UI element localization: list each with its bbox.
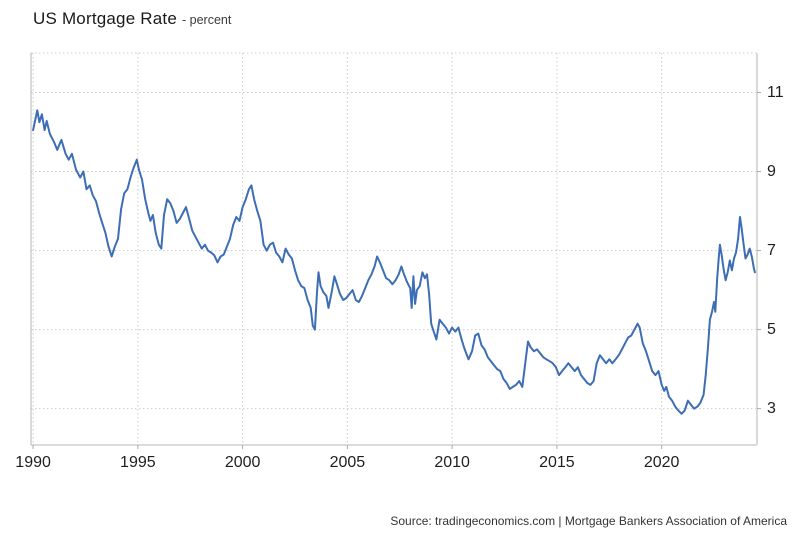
x-axis-label-2020: 2020 — [643, 454, 680, 471]
y-axis-label-9: 9 — [767, 162, 776, 180]
x-axis-label-1995: 1995 — [120, 454, 156, 471]
mortgage-rate-line — [32, 109, 756, 415]
source-attribution: Source: tradingeconomics.com | Mortgage … — [390, 514, 787, 528]
y-axis-label-11: 11 — [767, 83, 784, 101]
chart-header: US Mortgage Rate - percent — [33, 9, 231, 29]
x-axis-label-2015: 2015 — [539, 454, 575, 471]
y-axis-label-3: 3 — [767, 399, 776, 417]
x-axis-label-2000: 2000 — [224, 454, 261, 471]
x-axis-label-1990: 1990 — [15, 454, 51, 471]
x-axis-label-2010: 2010 — [434, 454, 470, 471]
y-axis-label-7: 7 — [767, 241, 776, 259]
chart-title: US Mortgage Rate — [33, 9, 177, 28]
x-axis-label-2005: 2005 — [329, 454, 366, 471]
y-axis-label-5: 5 — [767, 320, 776, 338]
chart-subtitle: - percent — [182, 13, 232, 27]
